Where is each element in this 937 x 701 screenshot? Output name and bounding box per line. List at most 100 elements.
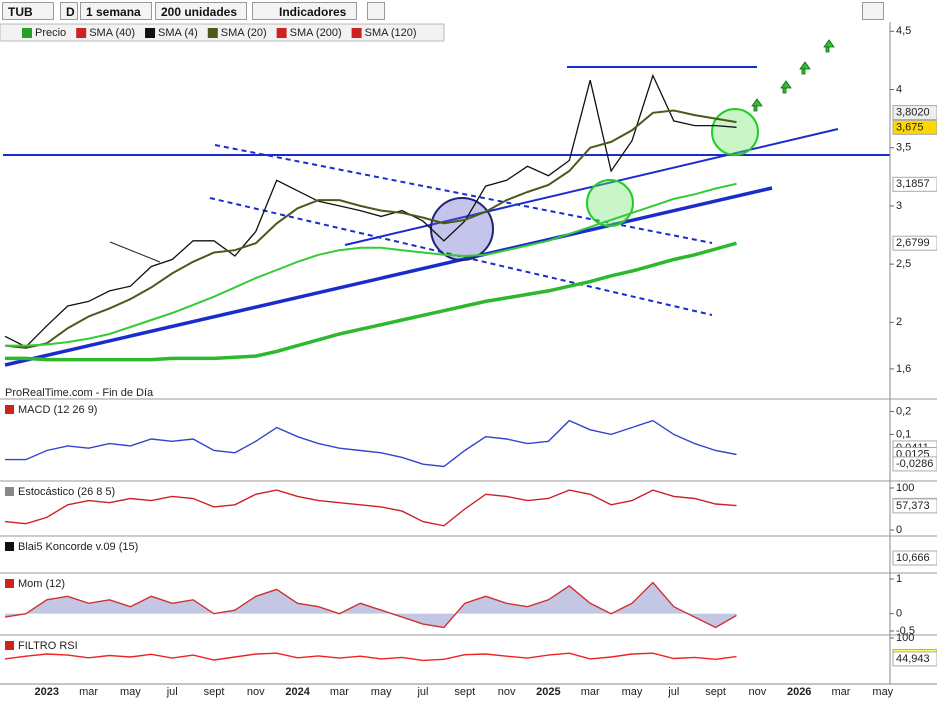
x-tick-label: mar (832, 686, 851, 698)
arrow (823, 39, 835, 53)
tool-button[interactable] (367, 2, 385, 20)
series-line (5, 419, 737, 468)
price-tag: 44,943 (892, 651, 937, 667)
arrow (799, 61, 811, 75)
x-tick-label: jul (667, 686, 679, 698)
price-tag: 3,1857 (892, 176, 937, 192)
tag-box (892, 498, 937, 514)
series-line (4, 489, 737, 527)
highlight-circle (711, 108, 759, 156)
panel-title: Mom (12) (18, 578, 65, 590)
legend-swatch (76, 28, 87, 38)
tag-label: 2,6799 (896, 237, 930, 249)
arrow (780, 80, 792, 94)
legend-swatch (351, 28, 362, 38)
series-line (5, 241, 737, 362)
x-tick-label: mar (330, 686, 349, 698)
price-tag: 3,8020 (892, 105, 937, 121)
channel-line (214, 144, 713, 244)
tag-box (892, 446, 937, 462)
panel-title: Blai5 Koncorde v.09 (15) (18, 541, 138, 553)
x-tick-label: 2025 (536, 686, 560, 698)
y-tick-label: 2 (896, 316, 902, 328)
mode-button[interactable]: D (60, 2, 78, 20)
panel-icon (5, 579, 14, 588)
legend-entry: SMA (40) (89, 27, 135, 39)
legend-entry: Precio (35, 27, 66, 39)
legend-swatch (22, 28, 32, 38)
tag-box (892, 235, 937, 251)
x-tick-label: may (371, 686, 392, 698)
y-tick-label: 0 (896, 524, 902, 536)
highlight-circle (586, 179, 634, 227)
x-tick-label: nov (247, 686, 265, 698)
tag-label: 51,297 (896, 650, 930, 662)
legend-swatch (145, 28, 156, 38)
watermark: ProRealTime.com - Fin de Día (5, 387, 154, 399)
x-tick-label: sept (204, 686, 225, 698)
price-tag: 0,0125 (892, 446, 937, 462)
up-arrows (751, 39, 835, 112)
x-tick-label: 2026 (787, 686, 811, 698)
tag-box (892, 497, 937, 513)
refresh-button[interactable] (862, 2, 884, 20)
area-fill (5, 582, 737, 628)
x-tick-label: nov (749, 686, 767, 698)
y-tick-label: 1,6 (896, 363, 911, 375)
y-tick-label: 4,5 (896, 25, 911, 37)
series-line (4, 109, 737, 349)
legend-entry: SMA (20) (221, 27, 267, 39)
trend-line (4, 186, 773, 367)
units-select[interactable]: 200 unidades (155, 2, 247, 20)
x-tick-label: sept (705, 686, 726, 698)
tag-label: 3,8020 (896, 106, 930, 118)
y-tick-label: 100 (896, 632, 914, 644)
series-line (4, 652, 737, 662)
y-tick-label: -0,5 (896, 625, 915, 637)
panel-icon (5, 641, 14, 650)
tag-box (892, 649, 937, 665)
series-line (4, 73, 737, 348)
legend-entry: SMA (200) (290, 27, 342, 39)
y-tick-label: 2,5 (896, 258, 911, 270)
tag-box (892, 176, 937, 192)
series-line (4, 581, 737, 629)
tag-label: 10,666 (896, 552, 930, 564)
tag-box (892, 456, 937, 472)
tag-label: 0,0125 (896, 448, 930, 460)
series-line (5, 182, 737, 347)
x-tick-label: 2024 (285, 686, 310, 698)
x-tick-label: jul (166, 686, 178, 698)
drawings (3, 39, 890, 367)
panel-title: FILTRO RSI (18, 640, 78, 652)
y-tick-label: 4 (896, 83, 902, 95)
x-tick-label: mar (79, 686, 98, 698)
x-tick-label: sept (454, 686, 475, 698)
panel-icon (5, 542, 14, 551)
x-tick-label: may (622, 686, 643, 698)
y-tick-label: 3,5 (896, 142, 911, 154)
x-tick-label: may (120, 686, 141, 698)
panel-icon (5, 487, 14, 496)
tag-box (892, 440, 937, 456)
x-tick-label: mar (581, 686, 600, 698)
legend-bg (0, 23, 445, 42)
tag-box (892, 105, 937, 121)
tag-label: 0,0411 (896, 442, 929, 454)
trend-line (344, 128, 839, 246)
legend-swatch (276, 28, 287, 38)
x-tick-label: 2023 (35, 686, 59, 698)
tag-label: -0,0286 (896, 458, 933, 470)
price-tag: 10,666 (892, 550, 937, 566)
arrow (751, 98, 763, 112)
period-select[interactable]: 1 semana (80, 2, 152, 20)
tag-label: 44,943 (896, 653, 930, 665)
y-tick-label: 0,1 (896, 428, 911, 440)
channel-line (209, 197, 713, 316)
symbol-box[interactable]: TUB (2, 2, 54, 20)
indicators-button[interactable]: Indicadores (252, 2, 357, 20)
y-tick-label: 100 (896, 482, 914, 494)
legend-swatch (207, 28, 218, 38)
